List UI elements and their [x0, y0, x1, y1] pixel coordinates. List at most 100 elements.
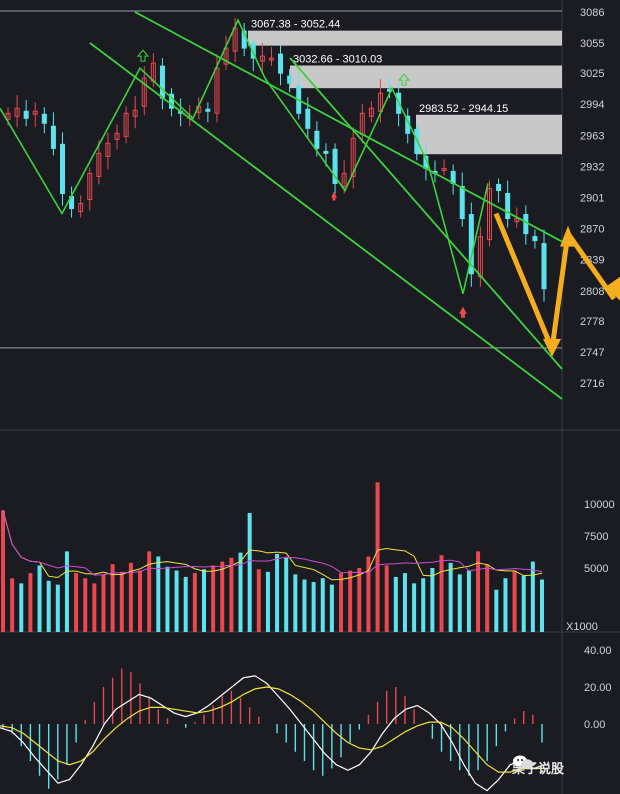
- gap-zone-label: 3032.66 - 3010.03: [293, 53, 382, 65]
- candle-body: [214, 67, 220, 114]
- candle: [532, 229, 538, 249]
- candle: [41, 107, 47, 134]
- candle: [50, 112, 56, 156]
- candle-body: [505, 192, 511, 220]
- volume-bar: [448, 562, 453, 632]
- volume-bar: [530, 561, 535, 632]
- candle-body: [287, 75, 293, 84]
- volume-bar: [83, 578, 88, 632]
- wave-path-line: [0, 18, 489, 294]
- volume-bar: [238, 552, 243, 632]
- candle: [505, 180, 511, 228]
- candle: [32, 102, 38, 128]
- candle: [69, 186, 75, 218]
- candle-body: [332, 148, 338, 184]
- candle: [278, 45, 284, 86]
- volume-bar: [494, 589, 499, 632]
- price-tick-label: 2778: [580, 316, 604, 328]
- volume-bar: [1, 510, 5, 632]
- candle-body: [78, 203, 84, 213]
- channel-upper-line: [134, 11, 563, 243]
- price-tick-label: 3086: [580, 7, 604, 19]
- volume-bar: [165, 566, 170, 632]
- candle-body: [514, 218, 520, 223]
- volume-bar: [128, 562, 133, 632]
- candle-body: [541, 243, 547, 290]
- candle: [123, 106, 129, 144]
- volume-bar: [375, 482, 380, 632]
- volume-bar: [46, 580, 51, 632]
- marker-green-arrow: [397, 73, 411, 86]
- candle-body: [341, 172, 347, 187]
- candle-body: [278, 53, 284, 74]
- candle: [141, 66, 147, 116]
- candle: [96, 140, 102, 185]
- gap-zone-label: 3067.38 - 3052.44: [251, 19, 340, 31]
- candle: [486, 180, 492, 247]
- volume-bar: [485, 564, 490, 632]
- price-tick-label: 2808: [580, 286, 604, 298]
- gap-zone-label: 2983.52 - 2944.15: [419, 103, 508, 115]
- gap-zone: [290, 65, 562, 89]
- candle-body: [132, 109, 138, 117]
- candle-body: [350, 137, 356, 177]
- candle-body: [323, 150, 329, 154]
- volume-bar: [421, 578, 426, 632]
- candle-body: [268, 57, 274, 61]
- volume-bar: [402, 573, 407, 632]
- macd-tick-label: 40.00: [584, 645, 612, 657]
- candle-body: [305, 108, 311, 129]
- candle-body: [377, 92, 383, 112]
- candle: [350, 127, 356, 189]
- volume-bar: [284, 557, 289, 632]
- candle-body: [50, 125, 56, 149]
- wechat-icon: [513, 755, 533, 769]
- volume-tick-label: 7500: [584, 531, 608, 543]
- forecast-arrow-head: [560, 225, 576, 247]
- candle-body: [259, 55, 265, 62]
- volume-bar: [503, 578, 508, 632]
- volume-bar: [174, 570, 179, 632]
- volume-bar: [19, 583, 24, 632]
- volume-bar: [138, 570, 143, 632]
- volume-bar: [512, 570, 517, 632]
- marker-red-arrow: [331, 191, 337, 201]
- volume-bar: [366, 556, 371, 632]
- volume-bar: [192, 573, 197, 632]
- price-tick-label: 2994: [580, 99, 604, 111]
- candle: [523, 205, 529, 245]
- price-tick-label: 2747: [580, 347, 604, 359]
- channel-mid-line: [289, 57, 563, 370]
- candle-body: [223, 47, 229, 65]
- price-tick-label: 2932: [580, 161, 604, 173]
- candle: [205, 102, 211, 123]
- macd-tick-label: 20.00: [584, 682, 612, 694]
- candle-body: [496, 183, 502, 191]
- price-tick-label: 2716: [580, 378, 604, 390]
- volume-bar: [211, 565, 216, 632]
- candle: [359, 104, 365, 144]
- volume-bar: [156, 556, 161, 632]
- price-tick-label: 2870: [580, 224, 604, 236]
- candle-body: [169, 93, 175, 109]
- volume-bar: [147, 551, 152, 632]
- candle-body: [141, 77, 147, 107]
- candle-body: [205, 108, 211, 112]
- volume-tick-label: 10000: [584, 499, 615, 511]
- volume-bar: [430, 568, 435, 632]
- candle: [468, 202, 474, 287]
- volume-bar: [384, 565, 389, 632]
- volume-bar: [64, 551, 69, 632]
- candle: [496, 178, 502, 203]
- gap-zone: [248, 30, 562, 46]
- candle-body: [96, 152, 102, 177]
- volume-bar: [329, 584, 334, 632]
- volume-bar: [101, 574, 106, 632]
- volume-bar: [357, 568, 362, 632]
- candle-body: [114, 132, 120, 140]
- volume-bar: [92, 583, 97, 632]
- candle: [441, 159, 447, 176]
- volume-bar: [439, 555, 444, 632]
- volume-bar: [457, 574, 462, 632]
